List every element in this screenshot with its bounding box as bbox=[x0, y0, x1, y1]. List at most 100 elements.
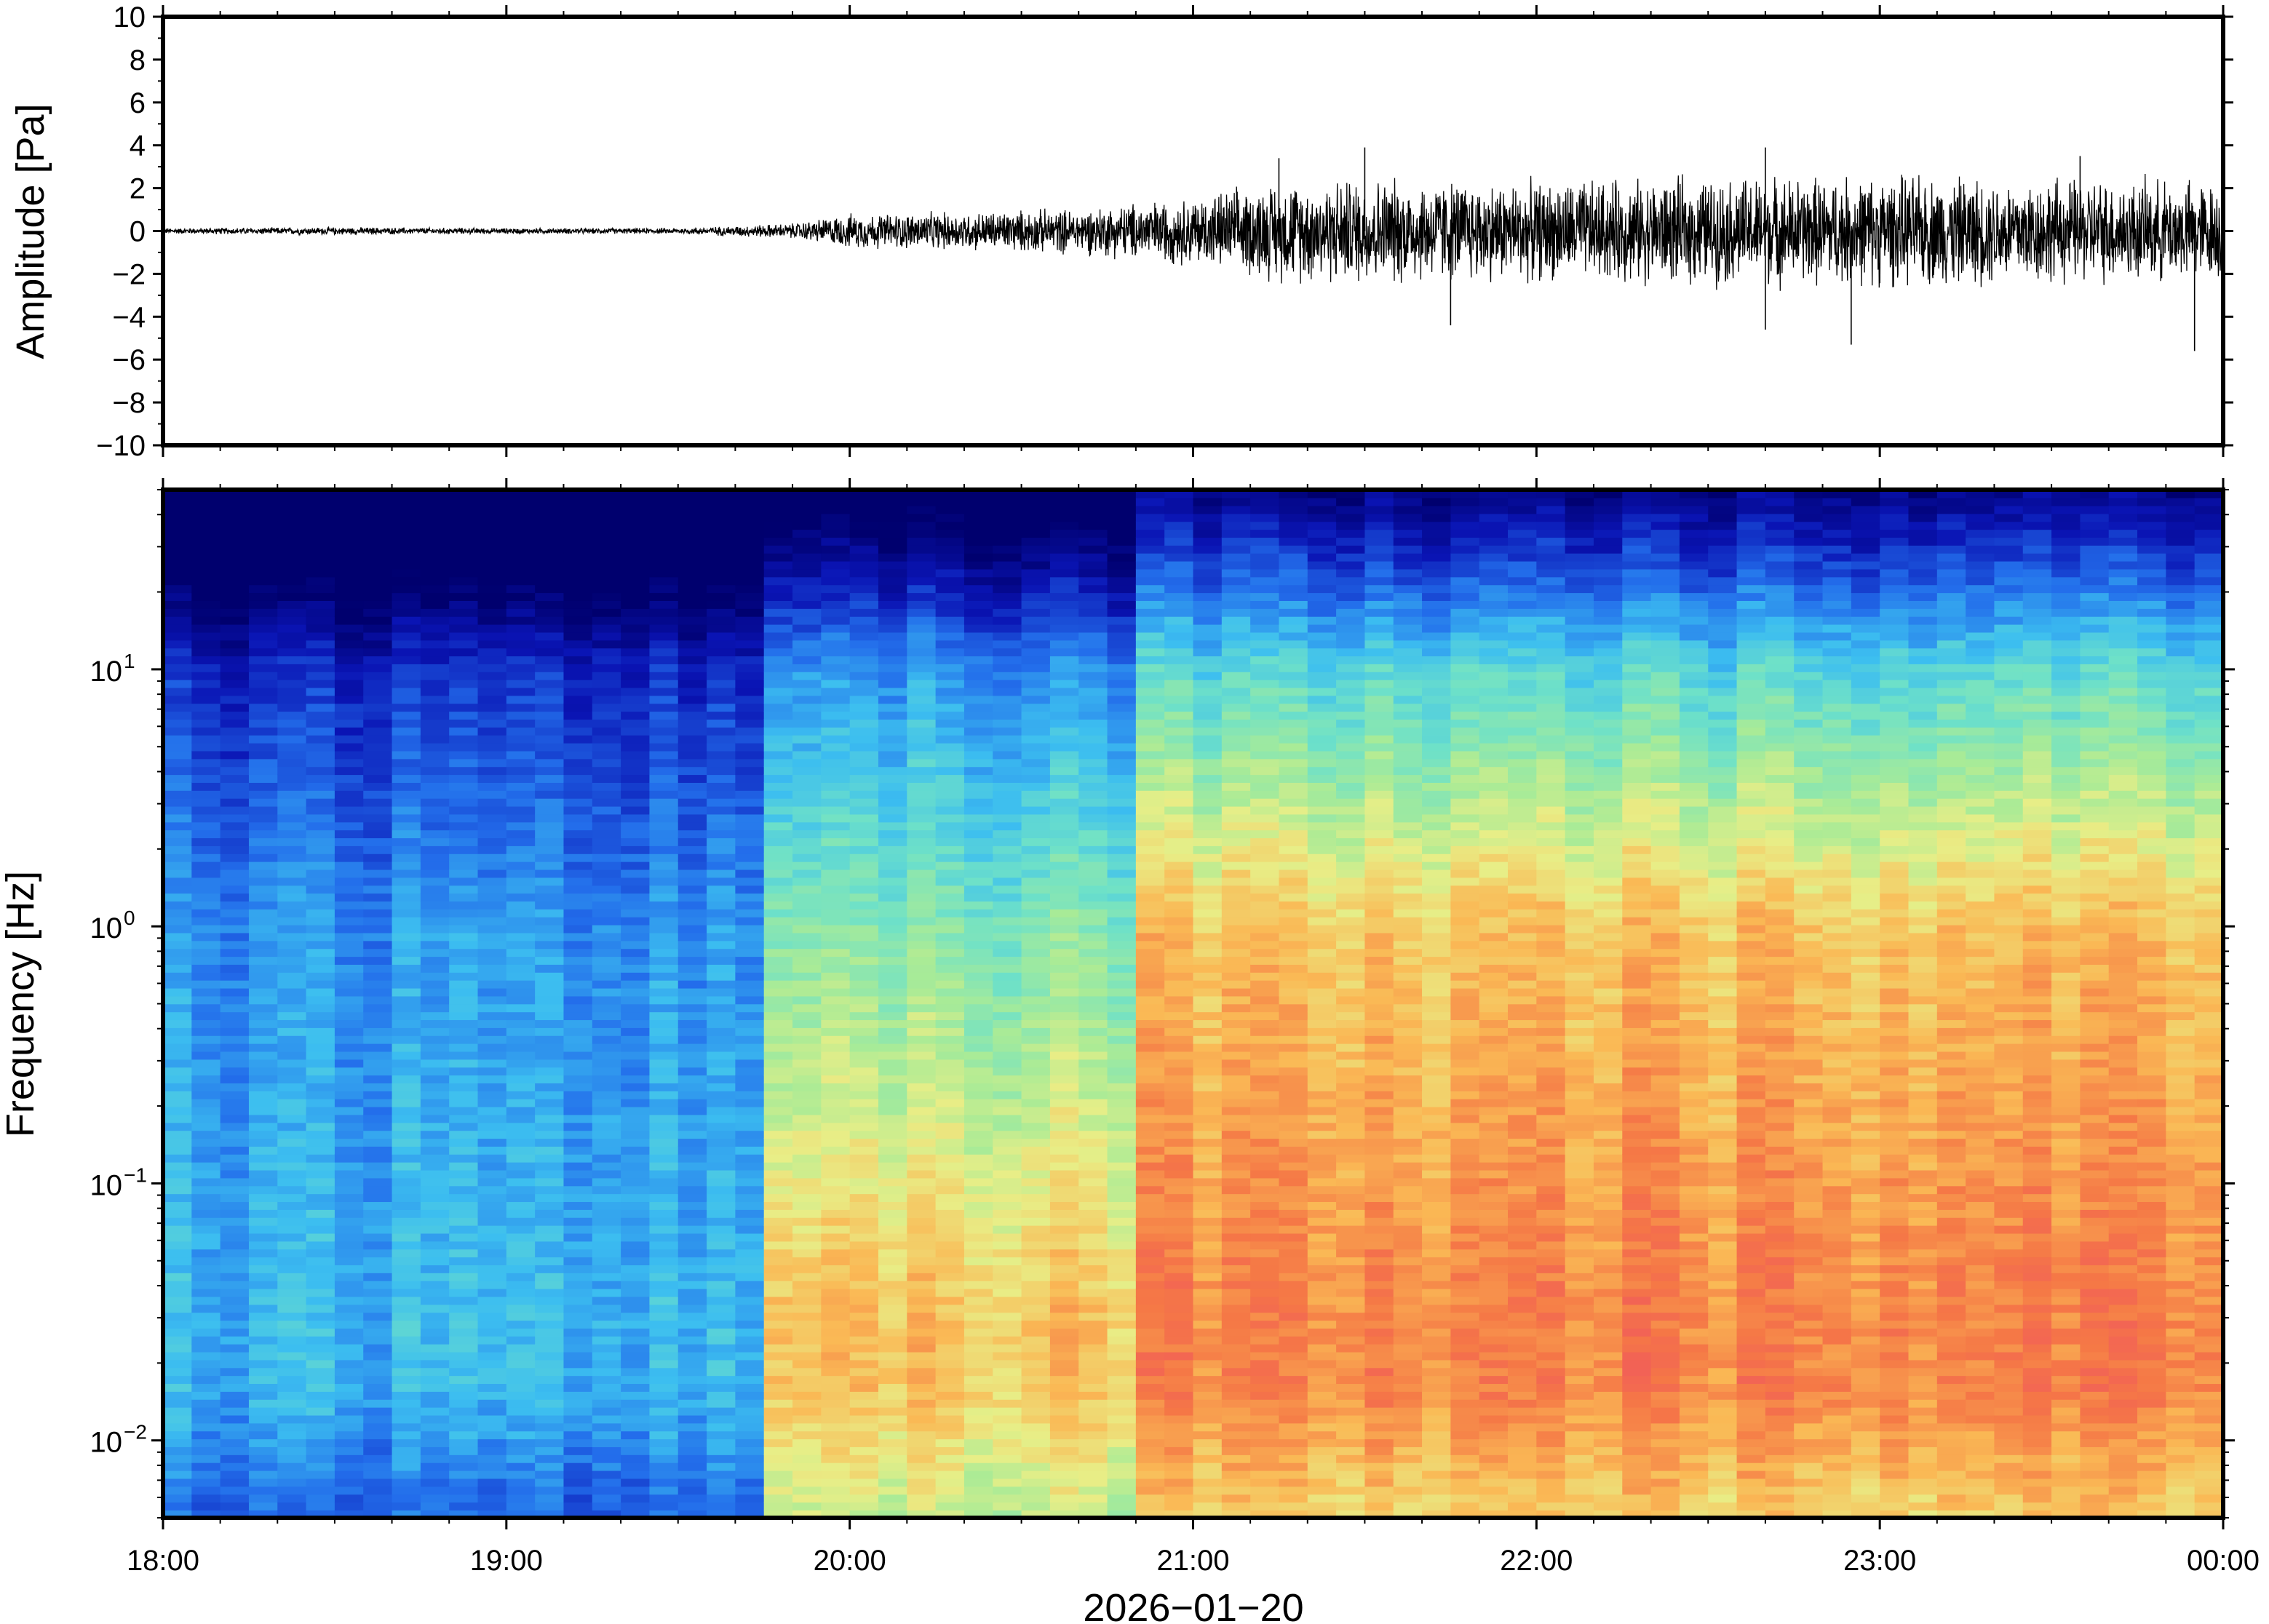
spectrogram-cell bbox=[392, 1320, 421, 1329]
spectrogram-cell bbox=[763, 552, 793, 562]
spectrogram-cell bbox=[735, 758, 765, 768]
spectrogram-cell bbox=[1221, 1091, 1251, 1099]
spectrogram-cell bbox=[707, 632, 736, 641]
spectrogram-cell bbox=[935, 552, 965, 562]
spectrogram-cell bbox=[477, 1304, 507, 1313]
spectrogram-cell bbox=[621, 513, 651, 522]
spectrogram-cell bbox=[306, 711, 335, 720]
spectrogram-cell bbox=[935, 1470, 965, 1479]
spectrogram-cell bbox=[993, 1130, 1022, 1139]
spectrogram-cell bbox=[849, 1502, 879, 1510]
spectrogram-cell bbox=[592, 648, 621, 657]
spectrogram-cell bbox=[1021, 656, 1051, 664]
spectrogram-cell bbox=[1164, 734, 1194, 744]
spectrogram-cell bbox=[392, 1359, 421, 1369]
spectrogram-cell bbox=[821, 893, 851, 901]
spectrogram-cell bbox=[477, 909, 507, 918]
spectrogram-cell bbox=[334, 1091, 365, 1099]
spectrogram-cell bbox=[535, 1312, 565, 1321]
spectrogram-cell bbox=[849, 1446, 879, 1455]
spectrogram-cell bbox=[993, 1217, 1022, 1226]
spectrogram-cell bbox=[449, 1312, 479, 1321]
spectrogram-cell bbox=[621, 1169, 651, 1179]
spectrogram-cell bbox=[248, 1296, 279, 1305]
spectrogram-cell bbox=[907, 1051, 937, 1060]
spectrogram-cell bbox=[477, 505, 507, 514]
spectrogram-cell bbox=[277, 1351, 307, 1361]
spectrogram-cell bbox=[535, 1375, 565, 1385]
spectrogram-cell bbox=[907, 711, 937, 720]
spectrogram-cell bbox=[1049, 1454, 1080, 1463]
spectrogram-cell bbox=[649, 932, 679, 942]
spectrogram-cell bbox=[163, 1383, 193, 1392]
spectrogram-cell bbox=[1049, 1422, 1080, 1432]
spectrogram-cell bbox=[220, 1280, 250, 1289]
spectrogram-cell bbox=[592, 1138, 621, 1147]
spectrogram-cell bbox=[563, 1138, 593, 1147]
spectrogram-cell bbox=[449, 861, 479, 870]
spectrogram-cell bbox=[1078, 909, 1108, 918]
spectrogram-cell bbox=[563, 964, 593, 973]
spectrogram-cell bbox=[306, 987, 335, 997]
spectrogram-cell bbox=[792, 750, 822, 760]
spectrogram-cell bbox=[248, 1249, 279, 1258]
spectrogram-cell bbox=[792, 545, 822, 554]
spectrogram-cell bbox=[334, 1169, 365, 1179]
spectrogram-cell bbox=[506, 1146, 536, 1155]
spectrogram-cell bbox=[935, 1383, 965, 1392]
spectrogram-cell bbox=[935, 1304, 965, 1313]
spectrogram-cell bbox=[220, 979, 250, 989]
spectrogram-cell bbox=[163, 1367, 193, 1377]
spectrogram-cell bbox=[334, 1273, 365, 1281]
spectrogram-cell bbox=[1078, 537, 1108, 546]
spectrogram-cell bbox=[248, 1273, 279, 1281]
spectrogram-cell bbox=[477, 893, 507, 901]
spectrogram-cell bbox=[735, 1027, 765, 1036]
spectrogram-cell bbox=[735, 664, 765, 672]
waveform-y-tick-label: 0 bbox=[130, 216, 146, 248]
spectrogram-cell bbox=[735, 1486, 765, 1495]
spectrogram-cell bbox=[163, 1414, 193, 1424]
spectrogram-cell bbox=[277, 1422, 307, 1432]
spectrogram-cell bbox=[449, 552, 479, 562]
spectrogram-cell bbox=[334, 1351, 365, 1361]
spectrogram-cell bbox=[334, 1422, 365, 1432]
spectrogram-cell bbox=[277, 687, 307, 696]
spectrogram-cell bbox=[506, 1328, 536, 1337]
spectrogram-cell bbox=[735, 671, 765, 680]
spectrogram-cell bbox=[248, 560, 279, 570]
spectrogram-cell bbox=[392, 1265, 421, 1273]
spectrogram-cell bbox=[649, 1422, 679, 1432]
spectrogram-cell bbox=[963, 1169, 994, 1179]
spectrogram-cell bbox=[878, 1502, 908, 1510]
spectrogram-cell bbox=[763, 1083, 793, 1091]
spectrogram-cell bbox=[935, 964, 965, 973]
spectrogram-cell bbox=[1078, 1486, 1108, 1495]
spectrogram-cell bbox=[248, 711, 279, 720]
spectrogram-cell bbox=[392, 1343, 421, 1353]
spectrogram-cell bbox=[878, 529, 908, 538]
spectrogram-cell bbox=[191, 1406, 221, 1416]
spectrogram-cell bbox=[1049, 1446, 1080, 1455]
spectrogram-cell bbox=[277, 616, 307, 625]
spectrogram-cell bbox=[363, 1114, 393, 1123]
spectrogram-cell bbox=[477, 1249, 507, 1258]
spectrogram-cell bbox=[163, 1510, 193, 1518]
spectrogram-cell bbox=[649, 624, 679, 633]
spectrogram-cell bbox=[1078, 750, 1108, 760]
spectrogram-cell bbox=[821, 1035, 851, 1044]
spectrogram-cell bbox=[849, 1391, 879, 1400]
spectrogram-cell bbox=[1135, 521, 1165, 530]
spectrogram-cell bbox=[1021, 616, 1051, 625]
spectrogram-cell bbox=[1021, 1414, 1051, 1424]
spectrogram-cell bbox=[449, 624, 479, 633]
spectrogram-cell bbox=[563, 1406, 593, 1416]
spectrogram-cell bbox=[621, 1185, 651, 1195]
spectrogram-cell bbox=[506, 790, 536, 799]
spectrogram-cell bbox=[677, 877, 707, 886]
spectrogram-cell bbox=[1135, 664, 1165, 672]
spectrogram-cell bbox=[763, 995, 793, 1005]
spectrogram-cell bbox=[277, 1122, 307, 1131]
spectrogram-cell bbox=[163, 537, 193, 546]
spectrogram-cell bbox=[592, 1051, 621, 1060]
